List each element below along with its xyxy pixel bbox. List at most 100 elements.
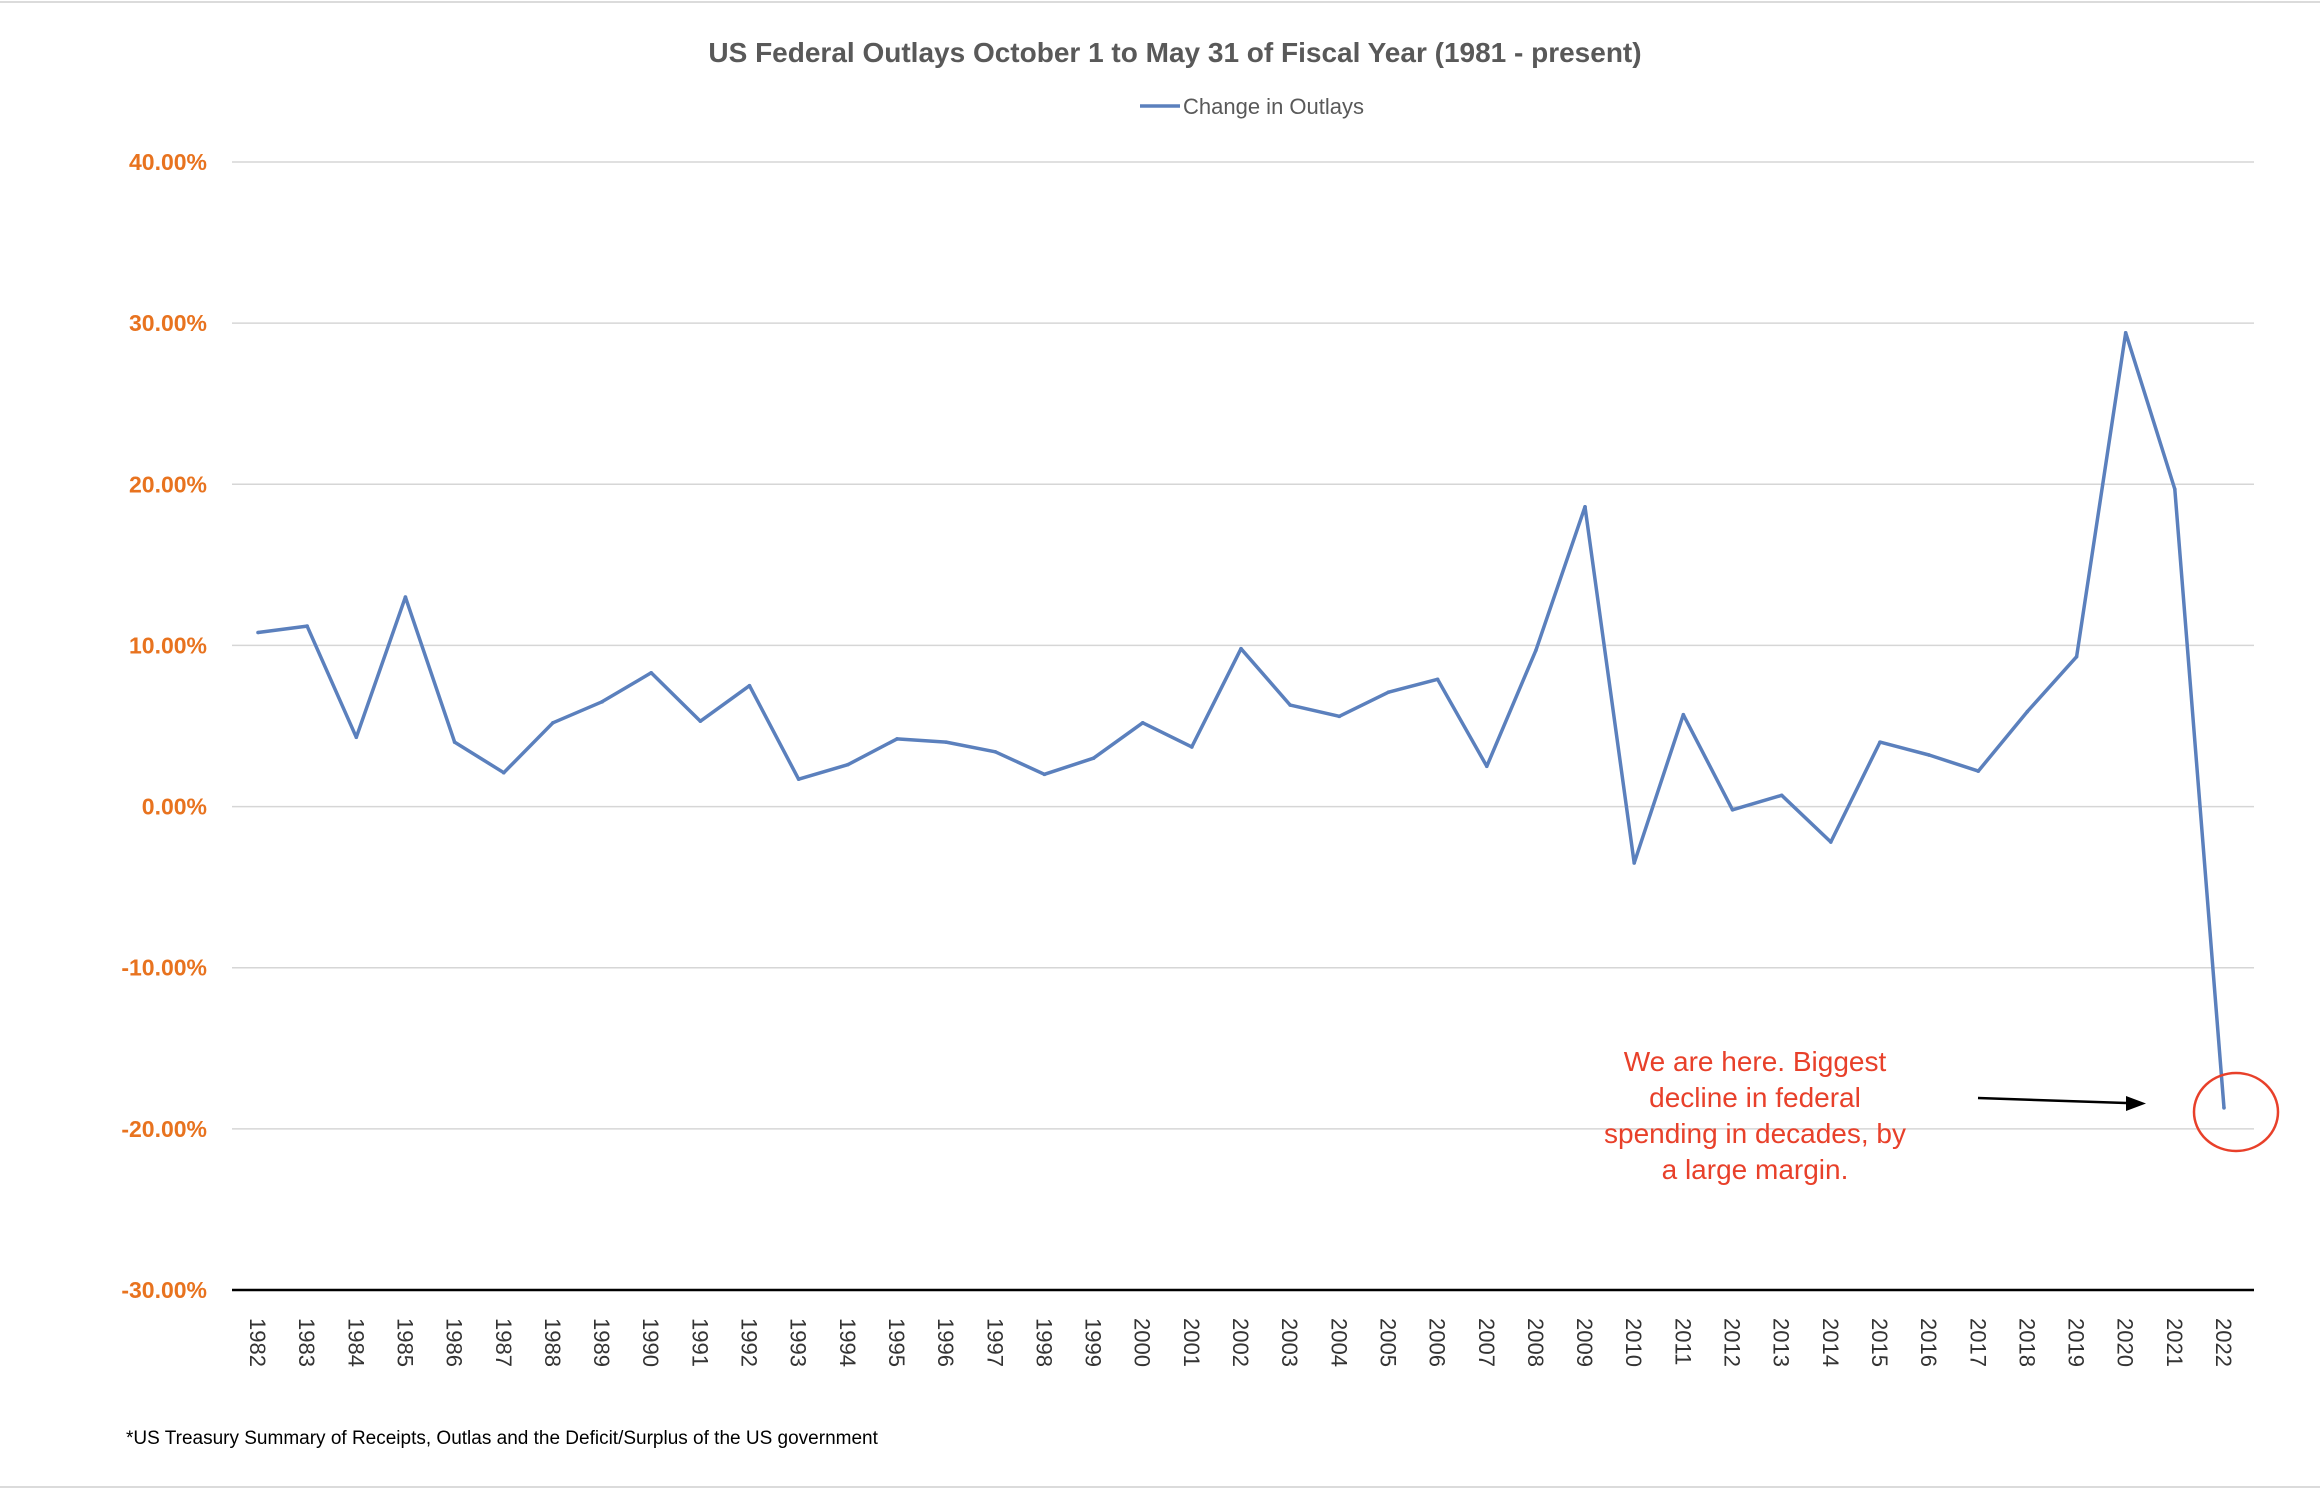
data-point — [501, 770, 506, 775]
data-point — [1337, 714, 1342, 719]
x-tick-label: 2008 — [1523, 1318, 1548, 1367]
data-point — [649, 671, 653, 675]
data-point — [551, 720, 555, 725]
x-tick-label: 2016 — [1916, 1318, 1941, 1367]
x-tick-label: 2006 — [1425, 1318, 1450, 1367]
data-point — [452, 740, 457, 744]
x-tick-label: 2014 — [1818, 1318, 1843, 1367]
data-point — [1829, 840, 1833, 844]
data-point — [747, 683, 752, 688]
data-point — [2123, 331, 2128, 335]
x-tick-label: 2004 — [1326, 1318, 1351, 1367]
x-tick-label: 2021 — [2162, 1318, 2187, 1367]
data-point — [1927, 753, 1931, 757]
y-axis-ticks: -30.00% -20.00% -10.00% 0.00% 10.00% 20.00% 30… — [121, 149, 207, 1303]
x-tick-label: 2005 — [1375, 1318, 1400, 1367]
x-tick-label: 2009 — [1572, 1318, 1597, 1367]
data-point — [2222, 1106, 2226, 1110]
y-tick-label: 0.00% — [142, 794, 207, 820]
data-point — [1386, 690, 1391, 694]
data-point — [944, 740, 948, 744]
data-point — [1091, 756, 1096, 761]
x-tick-label: 2011 — [1670, 1318, 1695, 1365]
x-tick-label: 1994 — [835, 1318, 860, 1367]
data-point — [1632, 861, 1636, 865]
x-tick-label: 2010 — [1621, 1318, 1646, 1367]
x-tick-label: 1992 — [737, 1318, 762, 1367]
footnote: *US Treasury Summary of Receipts, Outlas… — [126, 1428, 879, 1449]
data-point — [256, 630, 260, 635]
x-tick-label: 2001 — [1179, 1318, 1204, 1367]
data-point — [1779, 793, 1784, 798]
data-point — [1288, 703, 1292, 707]
x-tick-label: 2022 — [2211, 1318, 2236, 1367]
data-point — [993, 749, 998, 754]
x-tick-label: 1995 — [884, 1318, 909, 1367]
y-tick-label: 30.00% — [129, 310, 207, 336]
x-tick-label: 1986 — [442, 1318, 467, 1367]
x-tick-label: 2012 — [1720, 1318, 1745, 1367]
data-point — [2074, 654, 2079, 659]
data-point — [1976, 769, 1981, 773]
data-point — [1140, 720, 1145, 725]
annotation-line-2: decline in federal — [1649, 1082, 1861, 1113]
x-tick-label: 1985 — [392, 1318, 417, 1367]
data-point — [1534, 648, 1538, 653]
x-tick-label: 2002 — [1228, 1318, 1253, 1367]
data-point — [846, 762, 850, 767]
x-tick-label: 2017 — [1965, 1318, 1990, 1367]
series-layer — [256, 331, 2226, 1110]
x-tick-label: 1991 — [687, 1318, 712, 1367]
annotation: We are here. Biggest decline in federal … — [1604, 1046, 2280, 1185]
data-point — [895, 737, 899, 741]
data-point — [1042, 772, 1047, 777]
data-point — [1435, 677, 1440, 682]
x-tick-label: 2000 — [1130, 1318, 1155, 1367]
x-tick-label: 1993 — [786, 1318, 811, 1367]
x-tick-label: 1998 — [1031, 1318, 1056, 1367]
data-point — [1583, 505, 1587, 509]
data-point — [305, 624, 309, 628]
x-tick-label: 1987 — [491, 1318, 516, 1367]
x-tick-label: 2020 — [2113, 1318, 2138, 1367]
data-point — [1190, 745, 1194, 749]
annotation-arrow — [1977, 1096, 2127, 1105]
annotation-line-3: spending in decades, by — [1604, 1118, 1906, 1149]
series-line — [257, 331, 2226, 1109]
data-point — [1239, 646, 1243, 651]
annotation-line-1: We are here. Biggest — [1624, 1046, 1887, 1077]
gridlines — [232, 161, 2254, 1292]
data-point — [1878, 740, 1882, 744]
data-point — [2025, 709, 2030, 714]
data-point — [2173, 487, 2177, 491]
x-tick-label: 1984 — [343, 1318, 368, 1367]
data-point — [1681, 712, 1686, 717]
annotation-line-4: a large margin. — [1662, 1154, 1849, 1185]
data-point — [796, 777, 801, 781]
annotation-circle — [2192, 1071, 2280, 1153]
x-tick-label: 1983 — [294, 1318, 319, 1367]
x-tick-label: 1989 — [589, 1318, 614, 1367]
x-tick-label: 2019 — [2064, 1318, 2089, 1367]
x-tick-label: 1997 — [982, 1318, 1007, 1367]
y-tick-label: -10.00% — [121, 955, 207, 981]
x-tick-label: 1999 — [1081, 1318, 1106, 1367]
y-tick-label: 20.00% — [129, 471, 207, 497]
y-tick-label: -30.00% — [121, 1277, 207, 1303]
data-point — [354, 735, 359, 740]
x-tick-label: 2018 — [2014, 1318, 2039, 1367]
data-point — [698, 719, 703, 723]
x-tick-label: 1996 — [933, 1318, 958, 1367]
data-point — [403, 595, 408, 599]
data-point — [1730, 807, 1735, 812]
chart-title: US Federal Outlays October 1 to May 31 o… — [708, 37, 1641, 68]
data-point — [1484, 764, 1489, 769]
x-tick-label: 2007 — [1474, 1318, 1499, 1367]
x-axis-ticks: 1982 1983 1984 1985 1986 1987 1988 1989 1990 1991… — [245, 1318, 2236, 1367]
y-tick-label: -20.00% — [121, 1116, 207, 1142]
x-tick-label: 2013 — [1769, 1318, 1794, 1367]
x-tick-label: 2003 — [1277, 1318, 1302, 1367]
y-tick-label: 10.00% — [129, 632, 207, 658]
x-tick-label: 1982 — [245, 1318, 270, 1367]
